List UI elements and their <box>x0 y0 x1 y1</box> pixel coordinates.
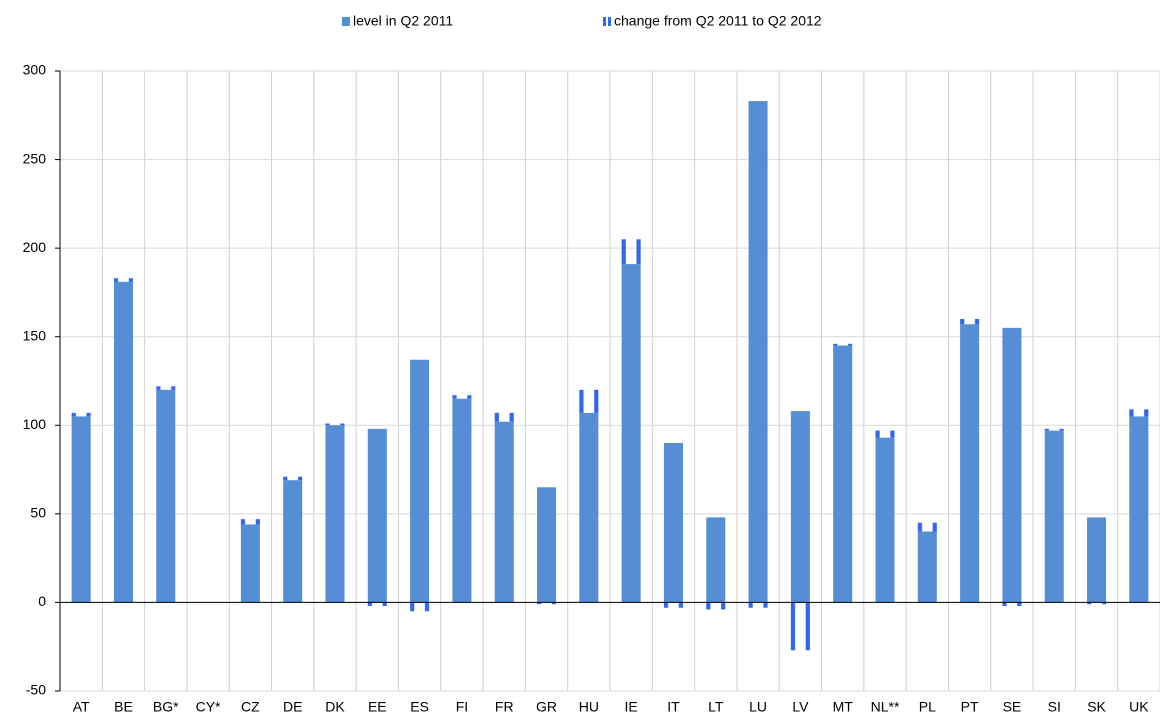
change-bar <box>748 602 768 608</box>
bar <box>283 480 303 603</box>
change-bar <box>410 602 430 612</box>
y-tick-label: 250 <box>23 150 47 166</box>
legend: level in Q2 2011 change from Q2 2011 to Q… <box>342 13 822 29</box>
bar <box>790 411 810 603</box>
x-tick-label: CZ <box>241 699 260 715</box>
x-tick-label: SE <box>1003 699 1022 715</box>
y-tick-label: 300 <box>23 62 47 78</box>
change-bar <box>663 602 683 608</box>
change-bar <box>113 278 133 282</box>
change-bar <box>1044 428 1064 431</box>
change-bar <box>1129 409 1149 417</box>
change-bar <box>537 602 557 605</box>
x-tick-label: AT <box>73 699 90 715</box>
x-tick-label: LV <box>792 699 809 715</box>
change-bar <box>367 602 387 606</box>
change-bar <box>1002 602 1022 606</box>
x-tick-label: UK <box>1129 699 1149 715</box>
bar <box>960 324 980 603</box>
y-tick-label: 100 <box>23 416 47 432</box>
x-tick-label: IE <box>625 699 638 715</box>
x-tick-label: CY* <box>196 699 221 715</box>
y-tick-label: 0 <box>38 593 46 609</box>
change-bar <box>156 386 176 390</box>
legend-swatch <box>342 17 350 26</box>
bar <box>410 359 430 603</box>
change-bar <box>325 423 345 426</box>
legend-label: level in Q2 2011 <box>353 13 453 29</box>
y-tick-label: 200 <box>23 239 47 255</box>
x-tick-label: SI <box>1048 699 1061 715</box>
change-bar <box>283 476 303 481</box>
legend-swatch <box>603 17 606 26</box>
x-tick-label: SK <box>1087 699 1106 715</box>
legend-label: change from Q2 2011 to Q2 2012 <box>614 13 822 29</box>
bar <box>156 389 176 603</box>
bar <box>240 524 260 603</box>
x-tick-label: FI <box>456 699 468 715</box>
x-tick-label: GR <box>536 699 557 715</box>
bar <box>1129 416 1149 603</box>
x-tick-label: IT <box>667 699 680 715</box>
x-tick-label: NL** <box>871 699 900 715</box>
x-tick-label: BE <box>114 699 133 715</box>
bar <box>833 345 853 603</box>
legend-swatch <box>608 17 611 26</box>
bar <box>579 412 599 603</box>
bar <box>494 421 514 603</box>
x-tick-label: FR <box>495 699 514 715</box>
change-bar <box>494 412 514 422</box>
bar <box>452 398 472 603</box>
y-tick-label: -50 <box>26 682 46 698</box>
x-tick-label: PT <box>961 699 979 715</box>
change-bar <box>452 395 472 399</box>
bar <box>621 264 641 603</box>
bar <box>537 487 557 603</box>
change-bar <box>960 319 980 325</box>
bar <box>325 425 345 603</box>
change-bar <box>579 389 599 413</box>
bar <box>113 281 133 603</box>
x-tick-label: MT <box>833 699 854 715</box>
change-bar <box>240 519 260 525</box>
change-bar <box>790 602 810 651</box>
x-tick-label: ES <box>410 699 429 715</box>
bar <box>71 416 91 603</box>
change-bar <box>71 412 91 417</box>
bar <box>917 531 937 603</box>
change-bar <box>1087 602 1107 605</box>
change-bar <box>917 522 937 532</box>
change-bar <box>875 430 895 438</box>
bar <box>1087 517 1107 603</box>
change-bar <box>621 239 641 265</box>
bar <box>367 428 387 603</box>
bar <box>748 101 768 603</box>
change-bar <box>706 602 726 610</box>
change-bar <box>833 343 853 346</box>
bar <box>875 437 895 603</box>
x-tick-label: BG* <box>153 699 179 715</box>
bar <box>1044 430 1064 603</box>
x-tick-label: LU <box>749 699 767 715</box>
x-tick-label: PL <box>919 699 936 715</box>
bar <box>706 517 726 603</box>
y-tick-label: 150 <box>23 327 47 343</box>
x-tick-label: HU <box>579 699 599 715</box>
x-tick-label: LT <box>708 699 724 715</box>
x-tick-label: DK <box>325 699 345 715</box>
x-tick-label: DE <box>283 699 302 715</box>
bar <box>1002 327 1022 603</box>
bar <box>663 443 683 603</box>
y-tick-label: 50 <box>30 505 46 521</box>
x-tick-label: EE <box>368 699 387 715</box>
